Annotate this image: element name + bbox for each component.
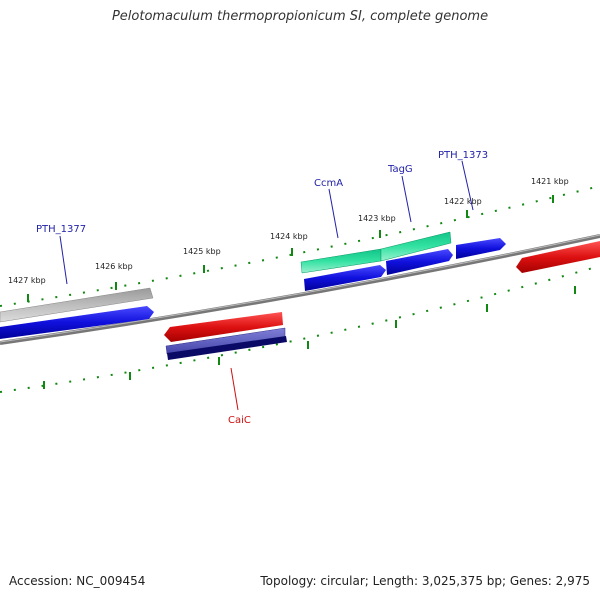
sequence-backbone — [0, 234, 600, 345]
leader-line-tagg — [401, 175, 412, 223]
feature-blue-forward-left[interactable] — [0, 306, 154, 339]
tick-label-1422: 1422 kbp — [444, 197, 482, 206]
leader-line-caic — [230, 367, 239, 411]
tick-label-1426: 1426 kbp — [95, 262, 133, 271]
feature-red-right[interactable] — [516, 241, 600, 273]
feature-blue-forward-tagg[interactable] — [386, 249, 453, 275]
inner-major-ticks — [43, 286, 576, 389]
leader-line-pth1373 — [461, 160, 474, 211]
tick-label-1427: 1427 kbp — [8, 276, 46, 285]
gene-label-pth1373[interactable]: PTH_1373 — [438, 150, 488, 161]
outer-tick-ring — [0, 185, 600, 307]
feature-navy-caic[interactable] — [167, 336, 287, 360]
tick-label-1421: 1421 kbp — [531, 177, 569, 186]
tick-label-1425: 1425 kbp — [183, 247, 221, 256]
leader-line-ccma — [328, 188, 339, 239]
map-title: Pelotomaculum thermopropionicum SI, comp… — [111, 9, 489, 24]
topology-summary: Topology: circular; Length: 3,025,375 bp… — [260, 574, 590, 588]
gene-label-ccma[interactable]: CcmA — [314, 178, 343, 189]
leader-line-pth1377 — [59, 235, 68, 285]
gene-label-tagg[interactable]: TagG — [387, 164, 413, 175]
feature-blue-forward-mid[interactable] — [304, 265, 386, 291]
feature-blue-forward-pth1373[interactable] — [456, 238, 506, 259]
sequence-backbone-highlight — [0, 234, 600, 343]
gene-label-caic[interactable]: CaiC — [228, 415, 251, 426]
inner-tick-ring — [0, 265, 600, 393]
accession-text: Accession: NC_009454 — [9, 574, 146, 588]
feature-gray-outer[interactable] — [0, 287, 154, 323]
feature-teal-tagg[interactable] — [380, 231, 452, 262]
outer-major-ticks — [27, 195, 554, 302]
gene-label-pth1377[interactable]: PTH_1377 — [36, 224, 86, 235]
tick-label-1423: 1423 kbp — [358, 214, 396, 223]
tick-label-1424: 1424 kbp — [270, 232, 308, 241]
feature-red-caic[interactable] — [164, 312, 283, 342]
